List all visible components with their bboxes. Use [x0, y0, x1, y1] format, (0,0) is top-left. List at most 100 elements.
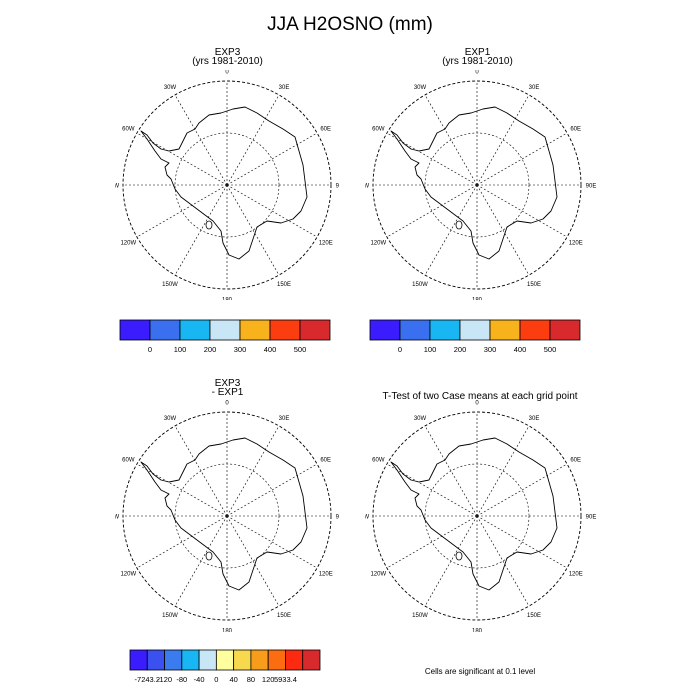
panel-title-line1: EXP1: [464, 47, 491, 58]
meridian-line: [424, 184, 478, 276]
meridian-line: [424, 425, 478, 517]
colorbar-box: [267, 649, 286, 671]
colorbar-label: 500: [544, 345, 557, 354]
longitude-label: 90W: [365, 515, 370, 521]
meridian-line: [136, 515, 228, 569]
meridian-line: [174, 184, 228, 276]
meridian-line: [476, 94, 530, 186]
longitude-label: 30W: [414, 85, 427, 91]
longitude-label: 120W: [120, 572, 136, 578]
longitude-label: 0: [475, 70, 479, 76]
panel-title-line1: EXP3: [214, 378, 241, 389]
colorbar-label: 400: [264, 345, 277, 354]
longitude-label: 90W: [115, 515, 120, 521]
longitude-label: 150E: [527, 613, 541, 619]
colorbar-exp3: 0 100 200 300 400 500: [119, 319, 331, 354]
colorbar-label: 200: [454, 345, 467, 354]
meridian-line: [386, 515, 478, 569]
longitude-label: 150W: [412, 613, 428, 619]
colorbar-box: [215, 649, 235, 671]
colorbar-label: -120: [157, 675, 172, 684]
meridian-line: [226, 184, 318, 238]
longitude-label: 90E: [336, 515, 339, 521]
meridian-line: [476, 184, 568, 238]
meridian-line: [476, 463, 568, 517]
map-boundary: [122, 80, 332, 290]
panel-title-line2: (yrs 1981-2010): [442, 56, 513, 67]
panel-title-line1: EXP3: [214, 47, 241, 58]
meridian-line: [226, 515, 280, 607]
colorbar-box: [269, 319, 301, 341]
colorbar-label: 0: [398, 345, 402, 354]
colorbar-label: 0: [148, 345, 152, 354]
colorbar-label: 120: [262, 675, 275, 684]
map-panel-exp3: 0 30E 60E 90E 120E 150E 180 150W 120W 90W 60W 30W: [115, 70, 339, 300]
panel-title-line2: - EXP1: [211, 387, 244, 398]
colorbar-box: [119, 319, 151, 341]
longitude-label: 30E: [529, 85, 540, 91]
meridian-line: [226, 132, 318, 186]
longitude-label: 30E: [529, 416, 540, 422]
longitude-label: 30W: [164, 85, 177, 91]
longitude-label: 30E: [279, 85, 290, 91]
colorbar-label: 0: [214, 675, 218, 684]
meridian-line: [136, 132, 228, 186]
longitude-label: 150E: [277, 282, 291, 288]
colorbar-box: [285, 649, 304, 671]
longitude-label: 120W: [120, 241, 136, 247]
longitude-label: 60W: [122, 127, 135, 133]
colorbar-box: [164, 649, 183, 671]
longitude-label: 180: [472, 629, 483, 633]
panel-title-line2: (yrs 1981-2010): [192, 56, 263, 67]
meridian-line: [424, 94, 478, 186]
colorbar-label: 400: [514, 345, 527, 354]
longitude-label: 90E: [586, 184, 597, 190]
ice-shelf-island: [455, 220, 463, 230]
colorbar-box: [179, 319, 211, 341]
meridian-line: [386, 132, 478, 186]
panel-title-exp1: EXP1 (yrs 1981-2010): [395, 47, 560, 67]
meridian-line: [424, 515, 478, 607]
colorbar-label: -40: [194, 675, 205, 684]
map-panel-diff: 0 30E 60E 90E 120E 150E 180 150W 120W 90W 60W 30W: [115, 401, 339, 633]
map-boundary: [372, 411, 582, 621]
colorbar-label: 500: [294, 345, 307, 354]
longitude-label: 90E: [336, 184, 339, 190]
map-boundary: [122, 411, 332, 621]
meridian-line: [226, 425, 280, 517]
colorbar-label: -80: [176, 675, 187, 684]
colorbar-box: [239, 319, 271, 341]
colorbar-box: [429, 319, 461, 341]
meridian-line: [476, 515, 568, 569]
longitude-label: 150W: [162, 282, 178, 288]
colorbar-label: 100: [424, 345, 437, 354]
longitude-label: 180: [222, 629, 233, 633]
meridian-line: [476, 132, 568, 186]
meridian-line: [136, 463, 228, 517]
meridian-line: [386, 184, 478, 238]
longitude-label: 120W: [370, 572, 386, 578]
colorbar-label: 300: [234, 345, 247, 354]
longitude-label: 60W: [372, 458, 385, 464]
colorbar-box: [302, 649, 321, 671]
meridian-line: [174, 94, 228, 186]
longitude-label: 90W: [115, 184, 120, 190]
meridian-line: [476, 184, 530, 276]
colorbar-label: -7243.2: [135, 675, 160, 684]
longitude-label: 90E: [586, 515, 597, 521]
longitude-label: 60W: [372, 127, 385, 133]
colorbar-box: [198, 649, 217, 671]
longitude-label: 120E: [319, 572, 333, 578]
colorbar-box: [209, 319, 241, 341]
colorbar-box: [489, 319, 521, 341]
longitude-label: 30E: [279, 416, 290, 422]
longitude-label: 0: [225, 70, 229, 76]
colorbar-label: 5933.4: [274, 675, 297, 684]
colorbar-box: [369, 319, 401, 341]
colorbar-diff: -7243.2-120 -80 -40 0 40 80 120 5933.4: [129, 649, 321, 684]
longitude-label: 120E: [569, 241, 583, 247]
colorbar-label: 100: [174, 345, 187, 354]
colorbar-box: [149, 319, 181, 341]
longitude-label: 90W: [365, 184, 370, 190]
panel-title-exp3: EXP3 (yrs 1981-2010): [145, 47, 310, 67]
